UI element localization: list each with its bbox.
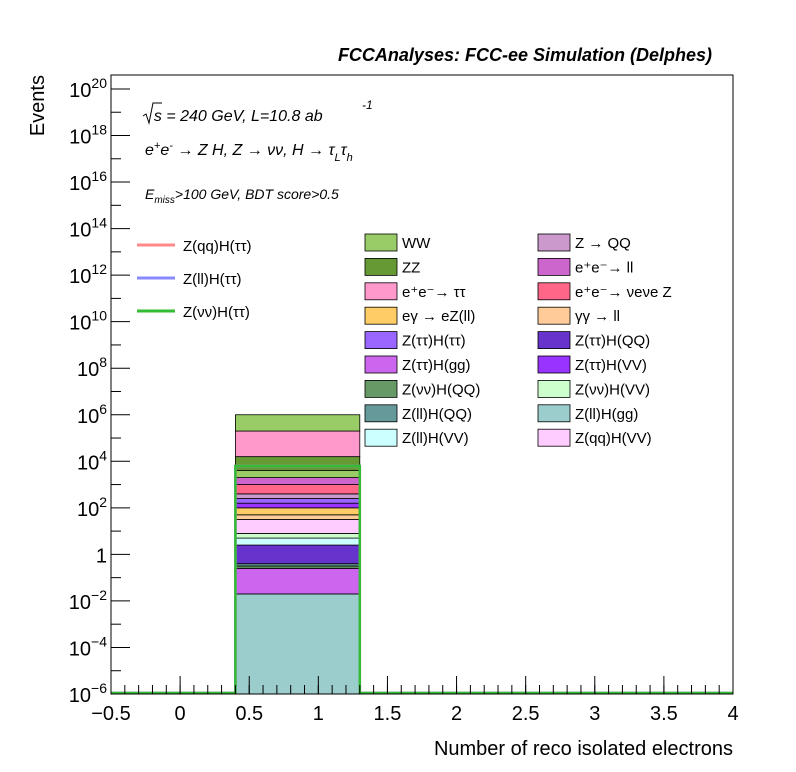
energy-annotation: s = 240 GeV, L=10.8 ab -1 — [142, 98, 373, 125]
stack-bars — [234, 414, 361, 695]
legend-swatch — [537, 282, 571, 301]
y-tick-label: 1020 — [69, 75, 107, 102]
bar-z-h-qq-4 — [234, 544, 361, 565]
legend-swatch — [364, 404, 398, 423]
signal-lines — [111, 464, 733, 695]
legend-swatch — [364, 306, 398, 325]
legend-line-label: Z(νν)H(ττ) — [183, 304, 250, 321]
y-tick-label: 1 — [96, 545, 107, 567]
legend-line-label: Z(ll)H(ττ) — [183, 271, 242, 288]
legend-swatch — [364, 257, 398, 276]
legend-swatch — [537, 379, 571, 398]
x-tick-label: 2 — [451, 703, 462, 725]
legend-swatch — [537, 233, 571, 252]
y-tick-label: 108 — [77, 354, 107, 381]
legend-swatch — [537, 257, 571, 276]
bar-z-h-gg-1 — [234, 567, 361, 595]
y-tick-label: 10−2 — [69, 587, 107, 614]
y-axis: 1020 1018 1016 1014 1012 1010 108 106 104 102 1 10−… — [69, 75, 130, 707]
legend-label: Z(νν)H(QQ) — [402, 381, 480, 398]
bar-z-qq-h-vv-7 — [234, 519, 361, 534]
legend-label: e⁺e⁻→ νeνe Z — [575, 284, 672, 301]
x-tick-label: 3 — [589, 703, 600, 725]
legend-label: Z(ττ)H(ττ) — [402, 333, 466, 350]
y-tick-label: 102 — [77, 494, 107, 521]
legend-label: Z(ll)H(VV) — [402, 430, 469, 447]
legend-label: e⁺e⁻→ ττ — [402, 284, 466, 301]
legend-label: γγ → ll — [575, 308, 620, 325]
x-tick-label: −0.5 — [91, 703, 130, 725]
x-axis-label: Number of reco isolated electrons — [434, 738, 733, 760]
x-tick-label: 0.5 — [235, 703, 263, 725]
legend-label: ZZ — [402, 259, 420, 276]
legend-swatch — [364, 331, 398, 350]
energy-text: s = 240 GeV, L=10.8 ab — [145, 108, 323, 125]
x-tick-label: 1 — [313, 703, 324, 725]
bar-z-ll-h-gg-0 — [234, 593, 361, 695]
legend-swatch — [364, 379, 398, 398]
bar-ww-15 — [234, 470, 361, 478]
x-tick-label: 3.5 — [650, 703, 678, 725]
legend: Z(qq)H(ττ) Z(ll)H(ττ) Z(νν)H(ττ) WW ZZ e⁺e⁻→ … — [137, 233, 672, 447]
legend-line-label: Z(qq)H(ττ) — [183, 238, 252, 255]
x-tick-label: 2.5 — [512, 703, 540, 725]
bar-ww-18 — [234, 414, 361, 432]
cuts-annotation: Emiss>100 GeV, BDT score>0.5 — [145, 186, 339, 206]
x-axis: −0.5 0 0.5 1 1.5 2 2.5 3 3.5 4 — [91, 676, 739, 725]
y-tick-label: 1012 — [69, 261, 107, 288]
bar-e-e-e-e-z-13 — [234, 484, 361, 495]
y-tick-label: 10−4 — [69, 633, 107, 660]
y-tick-label: 1010 — [69, 308, 107, 335]
legend-swatch — [537, 404, 571, 423]
lumi-exponent: -1 — [362, 98, 373, 112]
y-tick-label: 10−6 — [69, 680, 107, 707]
sqrt-symbol — [142, 102, 162, 125]
x-tick-label: 4 — [727, 703, 738, 725]
legend-label: WW — [402, 235, 431, 252]
legend-label: Z → QQ — [575, 235, 631, 252]
legend-label: Z(ττ)H(gg) — [402, 357, 471, 374]
bar-z-ll-h-vv-5 — [234, 537, 361, 546]
x-tick-label: 0 — [175, 703, 186, 725]
legend-swatch — [364, 233, 398, 252]
y-tick-label: 1014 — [69, 215, 107, 242]
legend-swatch — [537, 428, 571, 447]
bar-z-h-vv-6 — [234, 533, 361, 539]
process-annotation: e+e- → Z H, Z → νν, H → τLτh — [145, 140, 353, 164]
legend-swatch — [537, 355, 571, 374]
legend-label: Z(ττ)H(VV) — [575, 357, 647, 374]
legend-label: Z(νν)H(VV) — [575, 381, 650, 398]
x-tick-label: 1.5 — [374, 703, 402, 725]
legend-swatch — [537, 306, 571, 325]
y-tick-label: 104 — [77, 447, 107, 474]
y-axis-label: Events — [27, 75, 49, 136]
y-tick-label: 106 — [77, 401, 107, 428]
signal-line-z-ll-h — [111, 464, 733, 695]
plot-frame — [110, 74, 734, 695]
legend-label: Z(ll)H(gg) — [575, 406, 638, 423]
legend-swatch — [537, 331, 571, 350]
legend-label: eγ → eZ(ll) — [402, 308, 475, 325]
bar-zz-16 — [234, 456, 361, 472]
bar-z-h-vv-10 — [234, 502, 361, 509]
bar-ll-8 — [234, 514, 361, 520]
y-tick-label: 1018 — [69, 122, 107, 149]
legend-label: Z(ττ)H(QQ) — [575, 333, 650, 350]
chart-title: FCCAnalyses: FCC-ee Simulation (Delphes) — [338, 45, 712, 65]
legend-swatch — [364, 355, 398, 374]
legend-swatch — [364, 428, 398, 447]
y-tick-label: 1016 — [69, 168, 107, 195]
bar-e-e-17 — [234, 430, 361, 458]
legend-label: Z(qq)H(VV) — [575, 430, 652, 447]
legend-label: Z(ll)H(QQ) — [402, 406, 472, 423]
bar-z-h-11 — [234, 498, 361, 504]
bar-e-ez-ll-9 — [234, 507, 361, 516]
legend-label: e⁺e⁻→ ll — [575, 259, 633, 276]
bar-z-qq-12 — [234, 493, 361, 499]
legend-swatch — [364, 282, 398, 301]
signal-line-z-qq-h — [111, 464, 733, 695]
signal-line-z-h — [111, 464, 733, 695]
bar-e-e-ll-14 — [234, 477, 361, 485]
